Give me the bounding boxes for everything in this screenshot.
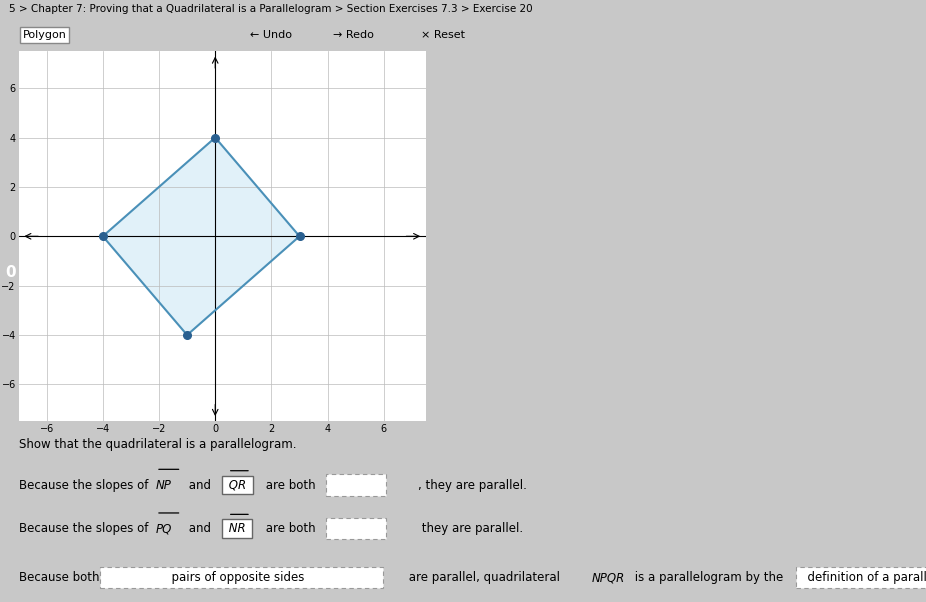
Text: , they are parallel.: , they are parallel. bbox=[418, 479, 527, 491]
Text: QR: QR bbox=[225, 479, 250, 491]
Text: Because both: Because both bbox=[19, 571, 99, 584]
Text: are both: are both bbox=[262, 522, 316, 535]
Text: ← Undo: ← Undo bbox=[250, 30, 292, 40]
Text: definition of a parallelogram: definition of a parallelogram bbox=[800, 571, 926, 584]
Text: and: and bbox=[185, 479, 215, 491]
Polygon shape bbox=[103, 137, 299, 335]
Text: NPQR: NPQR bbox=[592, 571, 625, 584]
Text: NP: NP bbox=[156, 479, 171, 491]
Text: Show that the quadrilateral is a parallelogram.: Show that the quadrilateral is a paralle… bbox=[19, 438, 296, 452]
Text: PQ: PQ bbox=[156, 522, 172, 535]
Text: Because the slopes of: Because the slopes of bbox=[19, 522, 152, 535]
Text: NR: NR bbox=[225, 522, 249, 535]
Text: they are parallel.: they are parallel. bbox=[418, 522, 523, 535]
Text: 0: 0 bbox=[5, 265, 16, 280]
Text: Because the slopes of: Because the slopes of bbox=[19, 479, 152, 491]
Text: are parallel, quadrilateral: are parallel, quadrilateral bbox=[405, 571, 563, 584]
Text: 5 > Chapter 7: Proving that a Quadrilateral is a Parallelogram > Section Exercis: 5 > Chapter 7: Proving that a Quadrilate… bbox=[9, 4, 532, 14]
Text: → Redo: → Redo bbox=[333, 30, 374, 40]
Text: × Reset: × Reset bbox=[421, 30, 466, 40]
Text: pairs of opposite sides: pairs of opposite sides bbox=[104, 571, 379, 584]
Text: Polygon: Polygon bbox=[22, 30, 67, 40]
Text: is a parallelogram by the: is a parallelogram by the bbox=[631, 571, 782, 584]
Text: and: and bbox=[185, 522, 215, 535]
Text: are both: are both bbox=[262, 479, 316, 491]
